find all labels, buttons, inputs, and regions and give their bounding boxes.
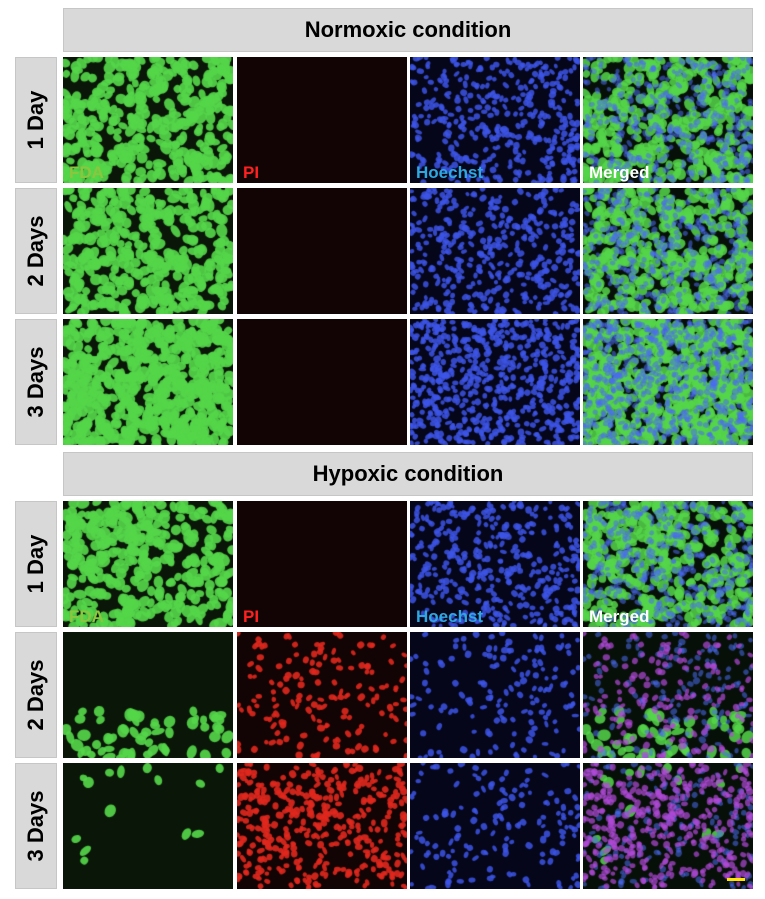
channel-label-pi: PI xyxy=(243,607,260,626)
micrograph-image xyxy=(583,632,753,758)
micrograph-fda-s1-r2 xyxy=(63,188,233,314)
micrograph-image xyxy=(583,188,753,314)
micrograph-image xyxy=(63,763,233,889)
micrograph-hoechst-s2-r3 xyxy=(410,763,580,889)
channel-label-merged: Merged xyxy=(589,163,650,182)
section-header-hypoxic: Hypoxic condition xyxy=(63,452,753,496)
micrograph-image xyxy=(63,57,233,183)
micrograph-pi-s1-r3 xyxy=(237,319,407,445)
micrograph-pi-s2-r3 xyxy=(237,763,407,889)
micrograph-image xyxy=(237,632,407,758)
micrograph-image xyxy=(63,319,233,445)
row-label-hypoxic-3: 3 Days xyxy=(15,763,57,889)
row-label-normoxic-3: 3 Days xyxy=(15,319,57,445)
section-header-normoxic: Normoxic condition xyxy=(63,8,753,52)
row-label-normoxic-2: 2 Days xyxy=(15,188,57,314)
micrograph-pi-s1-r1: PI xyxy=(237,57,407,183)
micrograph-hoechst-s1-r3 xyxy=(410,319,580,445)
micrograph-image xyxy=(237,57,407,183)
micrograph-merged-s2-r3 xyxy=(583,763,753,889)
channel-label-fda: FDA xyxy=(69,607,104,626)
micrograph-merged-s2-r2 xyxy=(583,632,753,758)
row-label-normoxic-1: 1 Day xyxy=(15,57,57,183)
micrograph-image xyxy=(237,319,407,445)
micrograph-hoechst-s1-r2 xyxy=(410,188,580,314)
micrograph-pi-s2-r2 xyxy=(237,632,407,758)
section-title: Normoxic condition xyxy=(304,17,512,42)
micrograph-fda-s2-r3 xyxy=(63,763,233,889)
row-label-hypoxic-2: 2 Days xyxy=(15,632,57,758)
section-title: Hypoxic condition xyxy=(312,461,504,486)
micrograph-merged-s2-r1: Merged xyxy=(583,501,753,627)
micrograph-image xyxy=(63,632,233,758)
micrograph-image xyxy=(583,57,753,183)
micrograph-image xyxy=(237,188,407,314)
micrograph-image xyxy=(410,319,580,445)
micrograph-image xyxy=(583,501,753,627)
micrograph-image xyxy=(410,501,580,627)
channel-label-fda: FDA xyxy=(69,163,104,182)
micrograph-image xyxy=(583,319,753,445)
micrograph-image xyxy=(237,763,407,889)
micrograph-image xyxy=(63,188,233,314)
micrograph-hoechst-s1-r1: Hoechst xyxy=(410,57,580,183)
micrograph-fda-s2-r2 xyxy=(63,632,233,758)
micrograph-fda-s1-r1: FDA xyxy=(63,57,233,183)
channel-label-hoechst: Hoechst xyxy=(416,163,484,182)
micrograph-merged-s1-r1: Merged xyxy=(583,57,753,183)
micrograph-fda-s1-r3 xyxy=(63,319,233,445)
row-label-hypoxic-1: 1 Day xyxy=(15,501,57,627)
micrograph-image xyxy=(410,632,580,758)
micrograph-hoechst-s2-r1: Hoechst xyxy=(410,501,580,627)
micrograph-merged-s1-r2 xyxy=(583,188,753,314)
micrograph-image xyxy=(583,763,753,889)
micrograph-merged-s1-r3 xyxy=(583,319,753,445)
micrograph-pi-s2-r1: PI xyxy=(237,501,407,627)
micrograph-hoechst-s2-r2 xyxy=(410,632,580,758)
micrograph-pi-s1-r2 xyxy=(237,188,407,314)
micrograph-image xyxy=(410,57,580,183)
channel-label-merged: Merged xyxy=(589,607,650,626)
micrograph-image xyxy=(410,763,580,889)
scale-bar xyxy=(727,878,745,881)
channel-label-pi: PI xyxy=(243,163,260,182)
channel-label-hoechst: Hoechst xyxy=(416,607,484,626)
micrograph-fda-s2-r1: FDA xyxy=(63,501,233,627)
micrograph-image xyxy=(237,501,407,627)
micrograph-image xyxy=(63,501,233,627)
micrograph-image xyxy=(410,188,580,314)
